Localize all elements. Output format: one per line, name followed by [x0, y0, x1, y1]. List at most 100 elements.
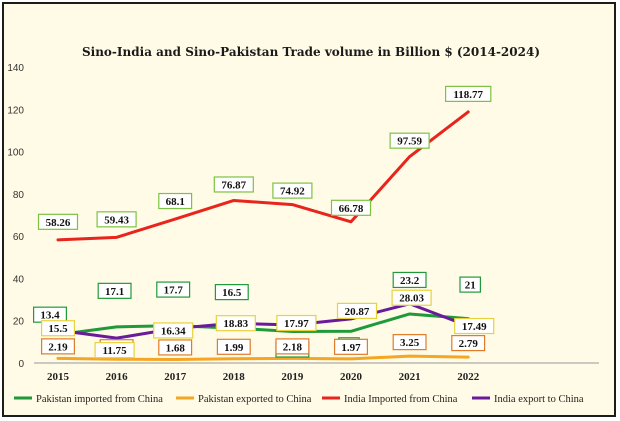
- data-label-box: [214, 284, 249, 301]
- data-label: 11.75: [94, 342, 135, 359]
- data-label-text: 118.77: [453, 89, 483, 101]
- data-label: 58.26: [37, 213, 79, 230]
- data-label-text: 97.59: [397, 136, 422, 148]
- data-label: 17.49: [454, 317, 495, 335]
- data-label-box: [213, 176, 254, 193]
- chart-title: Sino-India and Sino-Pakistan Trade volum…: [82, 45, 540, 59]
- data-label-text: 11.75: [103, 345, 128, 357]
- data-label: 66.78: [330, 199, 372, 216]
- data-label-text: 68.1: [166, 196, 185, 208]
- data-label-text: 1.99: [224, 342, 244, 354]
- data-label-box: [272, 182, 313, 199]
- data-label: 118.77: [445, 85, 492, 102]
- data-label: 17.7: [156, 281, 191, 298]
- data-label-text: 2.79: [459, 338, 479, 350]
- data-label-text: 23.2: [400, 275, 420, 287]
- data-label: 16.5: [214, 284, 249, 301]
- x-tick-label: 2019: [281, 371, 304, 383]
- data-label: 28.03: [391, 289, 432, 306]
- data-label-box: [158, 192, 193, 210]
- data-label: 74.92: [272, 182, 313, 199]
- data-label-box: [459, 276, 481, 293]
- data-label-box: [97, 282, 132, 299]
- data-label-box: [330, 199, 372, 216]
- data-label-box: [37, 213, 79, 230]
- data-label-box: [153, 322, 194, 339]
- data-label-text: 3.25: [400, 337, 420, 349]
- data-label-box: [454, 317, 495, 335]
- x-tick-label: 2015: [47, 371, 70, 383]
- data-label-text: 17.7: [164, 285, 184, 297]
- data-label-box: [158, 339, 193, 356]
- data-label: 68.1: [158, 192, 193, 210]
- data-label: 16.34: [153, 322, 194, 339]
- x-tick-label: 2018: [223, 371, 246, 383]
- y-tick-label: 20: [13, 317, 25, 328]
- data-label-text: 15.5: [48, 323, 68, 335]
- series-lines: [56, 110, 470, 361]
- y-tick-label: 80: [13, 190, 25, 201]
- data-label-text: 74.92: [280, 186, 305, 198]
- data-label: 3.25: [392, 334, 427, 351]
- data-label: 2.79: [451, 335, 486, 352]
- y-tick-label: 140: [7, 63, 24, 74]
- data-label-box: [275, 338, 310, 355]
- y-tick-label: 120: [7, 105, 24, 116]
- line-chart: Sino-India and Sino-Pakistan Trade volum…: [7, 45, 599, 405]
- axes: 0 20 40 60 80 100 120 140 2015 2016 2017 2018 2019 20…: [7, 63, 599, 383]
- data-label-box: [445, 85, 492, 102]
- data-label-text: 2.19: [48, 341, 68, 353]
- data-label-text: 59.43: [104, 214, 129, 226]
- x-tick-label: 2017: [164, 371, 187, 383]
- data-label-box: [216, 338, 251, 355]
- x-tick-label: 2020: [340, 371, 363, 383]
- chart-frame: Sino-India and Sino-Pakistan Trade volum…: [2, 2, 616, 417]
- data-label-text: 66.78: [339, 203, 364, 215]
- data-label: 97.59: [389, 132, 430, 149]
- y-tick-label: 40: [13, 274, 25, 285]
- data-label-text: 17.49: [462, 321, 487, 333]
- data-label: 23.2: [392, 271, 427, 289]
- y-tick-label: 60: [13, 232, 25, 243]
- data-label-text: 13.4: [40, 310, 60, 322]
- legend-label: India Imported from China: [344, 394, 458, 405]
- x-tick-label: 2021: [399, 371, 421, 383]
- data-label-box: [392, 334, 427, 351]
- series-line-2: [56, 110, 470, 242]
- data-label-box: [156, 281, 191, 298]
- legend-label: India export to China: [494, 394, 584, 405]
- data-label-box: [392, 271, 427, 289]
- data-label-box: [334, 338, 369, 355]
- series-line-0: [56, 312, 470, 337]
- data-label-box: [96, 211, 137, 228]
- series-line-3: [56, 302, 470, 340]
- data-label-box: [215, 315, 256, 332]
- data-label-text: 20.87: [345, 306, 370, 318]
- data-label-box: [276, 314, 317, 332]
- legend: Pakistan imported from China Pakistan exp…: [14, 394, 584, 405]
- data-label-text: 58.26: [46, 217, 71, 229]
- data-label-box: [389, 132, 430, 149]
- data-label: 1.68: [158, 339, 193, 356]
- data-label-text: 2.18: [283, 341, 303, 353]
- legend-label: Pakistan imported from China: [36, 394, 163, 405]
- data-label: 2.19: [40, 338, 75, 355]
- data-label: 17.1: [97, 282, 132, 299]
- data-label: 21: [459, 276, 481, 293]
- data-label-text: 17.1: [105, 286, 124, 298]
- data-label-box: [40, 320, 75, 337]
- data-label: 2.18: [275, 338, 310, 355]
- legend-label: Pakistan exported to China: [198, 394, 312, 405]
- data-label-text: 76.87: [221, 179, 246, 191]
- data-label-box: [451, 335, 486, 352]
- data-label-box: [40, 338, 75, 355]
- data-label: 18.83: [215, 315, 256, 332]
- data-label-text: 28.03: [399, 293, 424, 305]
- data-label-text: 1.68: [166, 342, 186, 354]
- data-label: 20.87: [336, 302, 378, 319]
- y-tick-label: 0: [18, 359, 24, 370]
- data-label-box: [94, 342, 135, 359]
- x-tick-label: 2016: [106, 371, 129, 383]
- data-label-box: [336, 302, 378, 319]
- data-label: 76.87: [213, 176, 254, 193]
